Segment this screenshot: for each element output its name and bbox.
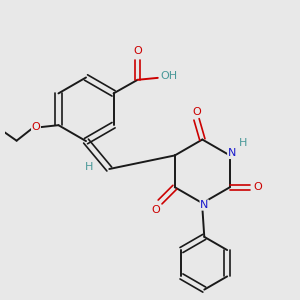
Text: H: H	[85, 162, 93, 172]
Text: O: O	[254, 182, 262, 192]
Text: H: H	[239, 138, 248, 148]
Text: N: N	[200, 200, 208, 210]
Text: O: O	[192, 106, 201, 117]
Text: N: N	[228, 148, 236, 158]
Text: O: O	[133, 46, 142, 56]
Text: O: O	[32, 122, 40, 132]
Text: O: O	[151, 205, 160, 215]
Text: OH: OH	[160, 71, 177, 81]
